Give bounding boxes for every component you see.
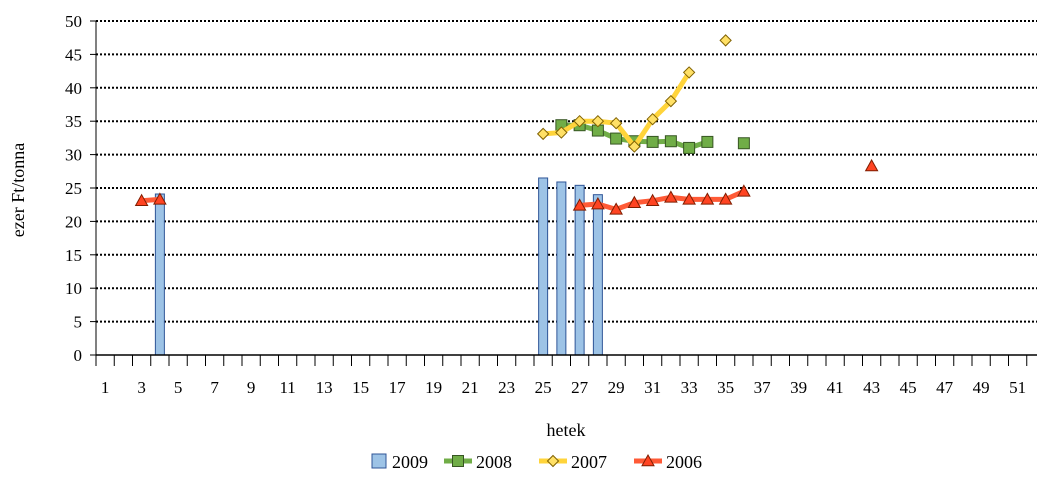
data-point-2007 (682, 66, 696, 79)
legend-label: 2007 (571, 452, 607, 472)
data-point-2006 (718, 192, 733, 205)
y-tick-label: 35 (65, 112, 82, 131)
x-tick-label: 3 (137, 378, 146, 397)
bar-series (154, 177, 603, 356)
legend-label: 2009 (392, 452, 428, 472)
legend-item-2008: 2008 (444, 452, 512, 472)
x-tick-label: 35 (717, 378, 734, 397)
x-tick-label: 41 (827, 378, 844, 397)
data-point-2008 (664, 135, 677, 148)
legend-item-2007: 2007 (539, 452, 607, 472)
x-tick-label: 27 (571, 378, 589, 397)
data-point-2007 (555, 126, 568, 139)
gridlines (96, 20, 1037, 323)
data-point-2007 (646, 112, 659, 126)
y-tick-labels: 0 5 10 15 20 25 30 35 40 45 50 (65, 12, 82, 365)
bar-2009 (154, 193, 165, 356)
axes (90, 20, 1037, 366)
x-tick-label: 47 (936, 378, 954, 397)
y-tick-label: 25 (65, 179, 82, 198)
x-tick-label: 17 (389, 378, 407, 397)
data-point-2008 (646, 135, 659, 148)
data-point-2006 (641, 453, 655, 467)
data-point-2006 (134, 193, 149, 206)
data-point-2007 (628, 140, 641, 153)
x-tick-label: 19 (425, 378, 442, 397)
x-axis-title: hetek (547, 420, 586, 440)
x-tick-label: 9 (247, 378, 256, 397)
legend: 2009 2008 2007 2006 (371, 452, 702, 472)
data-point-2008 (683, 141, 696, 154)
legend-label: 2008 (476, 452, 512, 472)
data-point-2007 (664, 94, 678, 108)
data-point-2007 (609, 116, 623, 130)
bar-2009 (538, 177, 549, 356)
legend-swatch (371, 453, 387, 469)
legend-item-2006: 2006 (634, 452, 702, 472)
x-tick-label: 49 (973, 378, 990, 397)
x-tick-label: 37 (754, 378, 772, 397)
line-series (134, 34, 879, 215)
data-point-2006 (682, 192, 696, 205)
data-point-2006 (627, 195, 642, 208)
data-point-2008 (452, 455, 464, 467)
data-point-2006 (572, 198, 587, 211)
x-tick-label: 39 (790, 378, 807, 397)
legend-label: 2006 (666, 452, 702, 472)
x-tick-label: 45 (900, 378, 917, 397)
data-point-2006 (664, 190, 678, 203)
data-point-2007 (591, 114, 605, 128)
data-point-2008 (737, 137, 750, 150)
y-tick-label: 10 (65, 279, 82, 298)
data-point-2006 (609, 202, 623, 215)
data-point-2006 (700, 192, 715, 205)
x-tick-label: 13 (316, 378, 333, 397)
series-line-2006 (579, 189, 745, 212)
x-tick-label: 43 (863, 378, 880, 397)
x-tick-label: 1 (101, 378, 110, 397)
bar-2009 (574, 184, 585, 356)
y-tick-label: 40 (65, 79, 82, 98)
x-tick-label: 23 (498, 378, 515, 397)
bar-2009 (592, 194, 603, 356)
y-tick-label: 20 (65, 212, 82, 231)
data-point-2006 (864, 158, 879, 172)
x-tick-label: 7 (210, 378, 219, 397)
x-tick-label: 5 (174, 378, 183, 397)
y-tick-label: 15 (65, 246, 82, 265)
y-tick-label: 30 (65, 146, 82, 165)
x-tick-label: 11 (279, 378, 295, 397)
y-tick-label: 0 (74, 346, 83, 365)
data-point-2008 (701, 135, 714, 148)
series-2007 (536, 34, 732, 153)
data-point-2008 (610, 132, 623, 145)
data-point-2007 (719, 34, 732, 47)
x-tick-label: 33 (681, 378, 698, 397)
y-axis-title: ezer Ft/tonna (8, 143, 28, 237)
series-2006 (134, 158, 879, 215)
data-point-2007 (573, 114, 586, 128)
x-tick-label: 29 (608, 378, 625, 397)
x-tick-label: 25 (535, 378, 552, 397)
data-point-2006 (153, 192, 167, 205)
data-point-2006 (737, 184, 751, 197)
x-tick-label: 21 (462, 378, 479, 397)
data-point-2007 (536, 127, 550, 141)
y-tick-label: 5 (74, 313, 83, 332)
x-tick-label: 31 (644, 378, 661, 397)
y-tick-label: 45 (65, 45, 82, 64)
data-point-2006 (645, 193, 660, 206)
legend-item-2009: 2009 (371, 452, 428, 472)
bar-2009 (556, 181, 567, 356)
x-tick-labels: 1 3 5 7 9 11 13 15 17 19 21 23 25 27 29 31 33 35 37 39 41 43 4… (101, 378, 1026, 397)
data-point-2007 (546, 454, 560, 468)
x-tick-label: 15 (352, 378, 369, 397)
x-tick-label: 51 (1009, 378, 1026, 397)
y-tick-label: 50 (65, 12, 82, 31)
data-point-2006 (591, 197, 605, 210)
